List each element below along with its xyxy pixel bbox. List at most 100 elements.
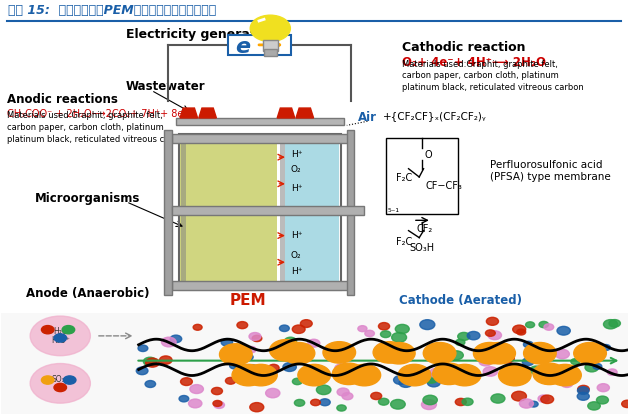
Text: Anodic reactions: Anodic reactions bbox=[7, 93, 118, 106]
Bar bbox=[263, 40, 278, 51]
Circle shape bbox=[383, 342, 415, 364]
Circle shape bbox=[602, 344, 611, 351]
Circle shape bbox=[483, 367, 498, 376]
Circle shape bbox=[337, 388, 349, 396]
Circle shape bbox=[462, 398, 473, 405]
Bar bbox=[164, 129, 172, 295]
Circle shape bbox=[237, 322, 248, 329]
Circle shape bbox=[341, 348, 353, 356]
Circle shape bbox=[621, 400, 633, 408]
Circle shape bbox=[42, 376, 54, 384]
Circle shape bbox=[578, 386, 589, 393]
Circle shape bbox=[308, 339, 320, 347]
Circle shape bbox=[252, 335, 262, 342]
Circle shape bbox=[179, 395, 189, 402]
Circle shape bbox=[280, 325, 289, 332]
Circle shape bbox=[467, 332, 480, 340]
Circle shape bbox=[596, 396, 609, 404]
Circle shape bbox=[609, 320, 620, 327]
Circle shape bbox=[161, 337, 176, 347]
Bar bbox=[347, 129, 355, 295]
Circle shape bbox=[63, 376, 76, 384]
Circle shape bbox=[577, 387, 589, 394]
Circle shape bbox=[398, 364, 431, 386]
Circle shape bbox=[394, 376, 407, 384]
Text: CH₃COO⁻ + 2H₂O⟶2CO₂+ 7H⁺+ 8e⁻: CH₃COO⁻ + 2H₂O⟶2CO₂+ 7H⁺+ 8e⁻ bbox=[7, 109, 188, 119]
Circle shape bbox=[544, 324, 554, 330]
Bar bbox=[280, 134, 285, 290]
Circle shape bbox=[298, 364, 330, 386]
Circle shape bbox=[30, 364, 90, 403]
Text: SO₃H: SO₃H bbox=[410, 243, 435, 253]
Circle shape bbox=[268, 364, 279, 371]
Text: Wastewater: Wastewater bbox=[126, 80, 205, 93]
Circle shape bbox=[54, 383, 67, 392]
Text: Cathodic reaction: Cathodic reaction bbox=[402, 41, 525, 54]
Circle shape bbox=[423, 395, 437, 405]
Circle shape bbox=[373, 342, 406, 363]
Polygon shape bbox=[199, 108, 216, 118]
Circle shape bbox=[433, 363, 465, 385]
Circle shape bbox=[454, 371, 466, 379]
Circle shape bbox=[319, 399, 330, 406]
Circle shape bbox=[392, 332, 406, 342]
Text: Cathode (Aerated): Cathode (Aerated) bbox=[399, 294, 522, 307]
Circle shape bbox=[491, 394, 505, 403]
Circle shape bbox=[533, 363, 566, 385]
Text: F₂C: F₂C bbox=[396, 237, 412, 247]
Circle shape bbox=[269, 339, 302, 361]
Circle shape bbox=[180, 378, 193, 386]
Circle shape bbox=[266, 388, 280, 398]
Circle shape bbox=[294, 399, 305, 406]
Circle shape bbox=[170, 335, 182, 343]
Circle shape bbox=[249, 332, 261, 340]
Circle shape bbox=[486, 330, 495, 336]
Circle shape bbox=[342, 393, 353, 400]
Circle shape bbox=[532, 347, 546, 356]
Circle shape bbox=[283, 363, 296, 371]
Circle shape bbox=[323, 342, 356, 363]
Bar bbox=[172, 281, 349, 290]
Circle shape bbox=[335, 364, 348, 373]
Circle shape bbox=[482, 347, 492, 353]
Circle shape bbox=[143, 357, 157, 366]
Text: CF₂: CF₂ bbox=[416, 225, 432, 234]
Circle shape bbox=[136, 367, 148, 375]
Circle shape bbox=[573, 342, 606, 364]
Circle shape bbox=[406, 376, 416, 382]
Circle shape bbox=[458, 332, 470, 340]
Circle shape bbox=[292, 325, 305, 333]
Circle shape bbox=[483, 342, 515, 364]
Circle shape bbox=[422, 400, 436, 410]
Circle shape bbox=[376, 343, 390, 352]
Circle shape bbox=[557, 326, 570, 335]
Text: +{CF₂CF}ₓ(CF₂CF₂)ᵧ: +{CF₂CF}ₓ(CF₂CF₂)ᵧ bbox=[383, 111, 487, 121]
Circle shape bbox=[282, 342, 315, 364]
Circle shape bbox=[371, 392, 381, 400]
Circle shape bbox=[561, 380, 573, 388]
Circle shape bbox=[390, 400, 405, 409]
Polygon shape bbox=[180, 108, 198, 118]
Bar bbox=[181, 136, 186, 288]
Circle shape bbox=[538, 353, 548, 360]
Circle shape bbox=[474, 342, 506, 364]
Circle shape bbox=[211, 388, 223, 395]
Text: Microorganisms: Microorganisms bbox=[35, 192, 141, 205]
Circle shape bbox=[499, 364, 531, 386]
Circle shape bbox=[54, 334, 67, 342]
Circle shape bbox=[213, 400, 222, 406]
Circle shape bbox=[457, 371, 470, 379]
Bar bbox=[387, 138, 458, 214]
Circle shape bbox=[539, 321, 548, 328]
Circle shape bbox=[190, 385, 204, 393]
Text: SO₃⁻: SO₃⁻ bbox=[51, 375, 69, 384]
Circle shape bbox=[360, 366, 369, 372]
Text: H⁺: H⁺ bbox=[291, 149, 303, 159]
Circle shape bbox=[30, 316, 90, 356]
Bar bbox=[172, 206, 364, 215]
Text: O₂: O₂ bbox=[291, 165, 301, 174]
Circle shape bbox=[588, 402, 600, 410]
Bar bbox=[283, 134, 339, 290]
Bar bbox=[264, 49, 276, 56]
Circle shape bbox=[284, 337, 296, 345]
